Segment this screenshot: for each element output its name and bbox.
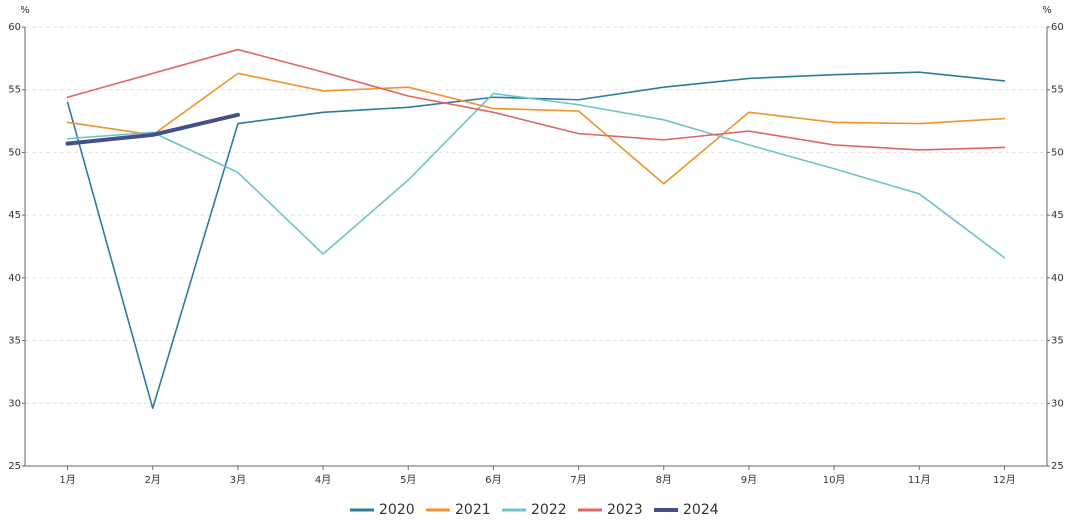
series-line [66,92,1006,259]
x-tick-label: 4月 [315,474,331,486]
y-tick-label: 55 [8,85,21,96]
legend-label: 2024 [683,502,719,518]
series-line [65,112,240,146]
x-tick-label: 5月 [400,474,416,486]
series-line [66,72,1006,185]
legend-label: 2022 [531,502,567,518]
y2-axis-label: % [1042,5,1052,16]
x-tick-label: 2月 [145,474,161,486]
y-tick-label: 60 [8,22,21,33]
y2-tick-label: 35 [1051,336,1064,347]
y-tick-label: 25 [8,461,21,472]
y2-tick-label: 45 [1051,210,1064,221]
legend-label: 2023 [607,502,643,518]
x-tick-label: 11月 [908,474,931,486]
y-tick-label: 50 [8,147,21,158]
x-tick-label: 3月 [230,474,246,486]
legend-label: 2020 [379,502,415,518]
x-tick-label: 10月 [823,474,846,486]
x-tick-label: 8月 [656,474,672,486]
y2-tick-label: 25 [1051,461,1064,472]
legend-label: 2021 [455,502,491,518]
x-tick-label: 12月 [993,474,1016,486]
y2-tick-label: 55 [1051,85,1064,96]
y-tick-label: 30 [8,398,21,409]
series-line [66,48,1006,151]
y-tick-label: 40 [8,273,21,284]
y-tick-label: 45 [8,210,21,221]
y2-tick-label: 30 [1051,398,1064,409]
x-tick-label: 9月 [741,474,757,486]
y2-tick-label: 60 [1051,22,1064,33]
y-axis-label: % [20,5,30,16]
y-tick-label: 35 [8,336,21,347]
x-tick-label: 6月 [485,474,501,486]
x-tick-label: 7月 [570,474,586,486]
y2-tick-label: 50 [1051,147,1064,158]
y2-tick-label: 40 [1051,273,1064,284]
x-tick-label: 1月 [59,474,75,486]
